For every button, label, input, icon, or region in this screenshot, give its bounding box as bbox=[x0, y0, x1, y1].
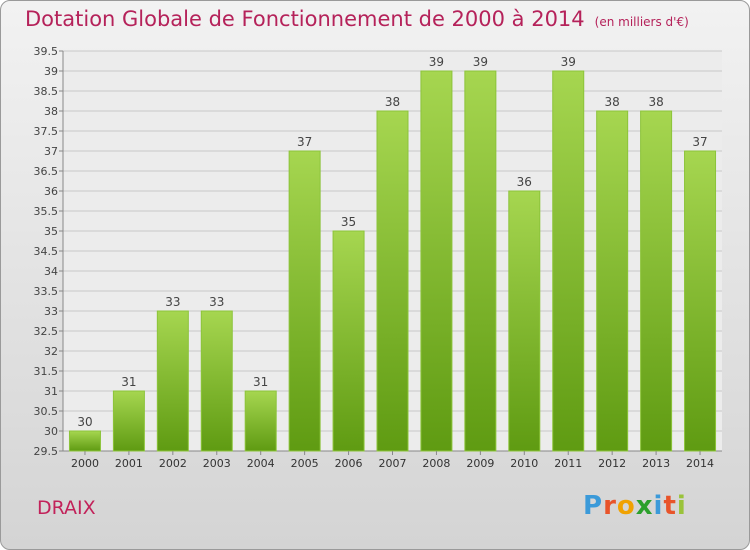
x-tick-label: 2007 bbox=[379, 457, 407, 470]
y-tick-label: 33.5 bbox=[34, 285, 59, 298]
bar bbox=[200, 310, 233, 452]
y-tick-label: 38 bbox=[44, 105, 58, 118]
x-tick-label: 2002 bbox=[159, 457, 187, 470]
y-tick-label: 35.5 bbox=[34, 205, 59, 218]
x-tick-label: 2001 bbox=[115, 457, 143, 470]
chart-title-main: Dotation Globale de Fonctionnement de 20… bbox=[25, 7, 585, 31]
bar-value-label: 31 bbox=[121, 375, 136, 389]
x-tick-label: 2011 bbox=[554, 457, 582, 470]
y-tick-label: 29.5 bbox=[34, 445, 59, 458]
y-tick-label: 36 bbox=[44, 185, 58, 198]
logo-letter: x bbox=[635, 491, 654, 521]
y-tick-label: 39.5 bbox=[34, 45, 59, 58]
bar-value-label: 39 bbox=[429, 55, 444, 69]
y-tick-label: 30 bbox=[44, 425, 58, 438]
bar bbox=[376, 110, 409, 452]
x-tick-label: 2012 bbox=[598, 457, 626, 470]
y-tick-label: 30.5 bbox=[34, 405, 59, 418]
x-tick-label: 2005 bbox=[291, 457, 319, 470]
bar-value-label: 38 bbox=[385, 95, 400, 109]
x-tick-label: 2013 bbox=[642, 457, 670, 470]
bar bbox=[508, 190, 541, 452]
y-tick-label: 31 bbox=[44, 385, 58, 398]
bar-value-label: 35 bbox=[341, 215, 356, 229]
bar-value-label: 31 bbox=[253, 375, 268, 389]
x-tick-label: 2008 bbox=[422, 457, 450, 470]
bar-value-label: 38 bbox=[648, 95, 663, 109]
chart-title: Dotation Globale de Fonctionnement de 20… bbox=[25, 7, 689, 31]
x-tick-label: 2004 bbox=[247, 457, 275, 470]
bar bbox=[112, 390, 145, 452]
bar bbox=[156, 310, 189, 452]
x-tick-label: 2014 bbox=[686, 457, 714, 470]
logo-letter: i bbox=[676, 491, 687, 521]
chart-unit: (en milliers d'€) bbox=[594, 15, 689, 29]
logo-letter: o bbox=[616, 491, 636, 521]
y-tick-label: 35 bbox=[44, 225, 58, 238]
proxiti-logo: Proxiti bbox=[583, 491, 687, 521]
y-tick-label: 32.5 bbox=[34, 325, 59, 338]
bar bbox=[640, 110, 673, 452]
bar bbox=[332, 230, 365, 452]
bar-value-label: 39 bbox=[473, 55, 488, 69]
bar-value-label: 30 bbox=[77, 415, 92, 429]
bar bbox=[244, 390, 277, 452]
x-tick-label: 2010 bbox=[510, 457, 538, 470]
bar-value-label: 33 bbox=[165, 295, 180, 309]
logo-letter: t bbox=[663, 491, 677, 521]
bar-value-label: 38 bbox=[605, 95, 620, 109]
logo-letter: r bbox=[603, 491, 617, 521]
bar-value-label: 37 bbox=[297, 135, 312, 149]
y-tick-label: 37.5 bbox=[34, 125, 59, 138]
x-tick-label: 2006 bbox=[335, 457, 363, 470]
bar bbox=[552, 70, 585, 452]
commune-name: DRAIX bbox=[37, 497, 96, 519]
bar-value-label: 33 bbox=[209, 295, 224, 309]
y-tick-label: 34.5 bbox=[34, 245, 59, 258]
bar bbox=[288, 150, 321, 452]
bar-value-label: 36 bbox=[517, 175, 532, 189]
y-tick-label: 32 bbox=[44, 345, 58, 358]
y-tick-label: 37 bbox=[44, 145, 58, 158]
bar-value-label: 37 bbox=[692, 135, 707, 149]
bar-value-label: 39 bbox=[561, 55, 576, 69]
y-tick-label: 39 bbox=[44, 65, 58, 78]
bar bbox=[684, 150, 717, 452]
x-tick-label: 2003 bbox=[203, 457, 231, 470]
bar bbox=[420, 70, 453, 452]
logo-letter: P bbox=[583, 491, 604, 521]
bar bbox=[464, 70, 497, 452]
logo-letter: i bbox=[653, 491, 664, 521]
x-tick-label: 2000 bbox=[71, 457, 99, 470]
y-tick-label: 34 bbox=[44, 265, 58, 278]
y-tick-label: 38.5 bbox=[34, 85, 59, 98]
y-tick-label: 33 bbox=[44, 305, 58, 318]
x-tick-label: 2009 bbox=[466, 457, 494, 470]
y-tick-label: 31.5 bbox=[34, 365, 59, 378]
y-tick-label: 36.5 bbox=[34, 165, 59, 178]
bar bbox=[68, 430, 101, 452]
bar bbox=[596, 110, 629, 452]
